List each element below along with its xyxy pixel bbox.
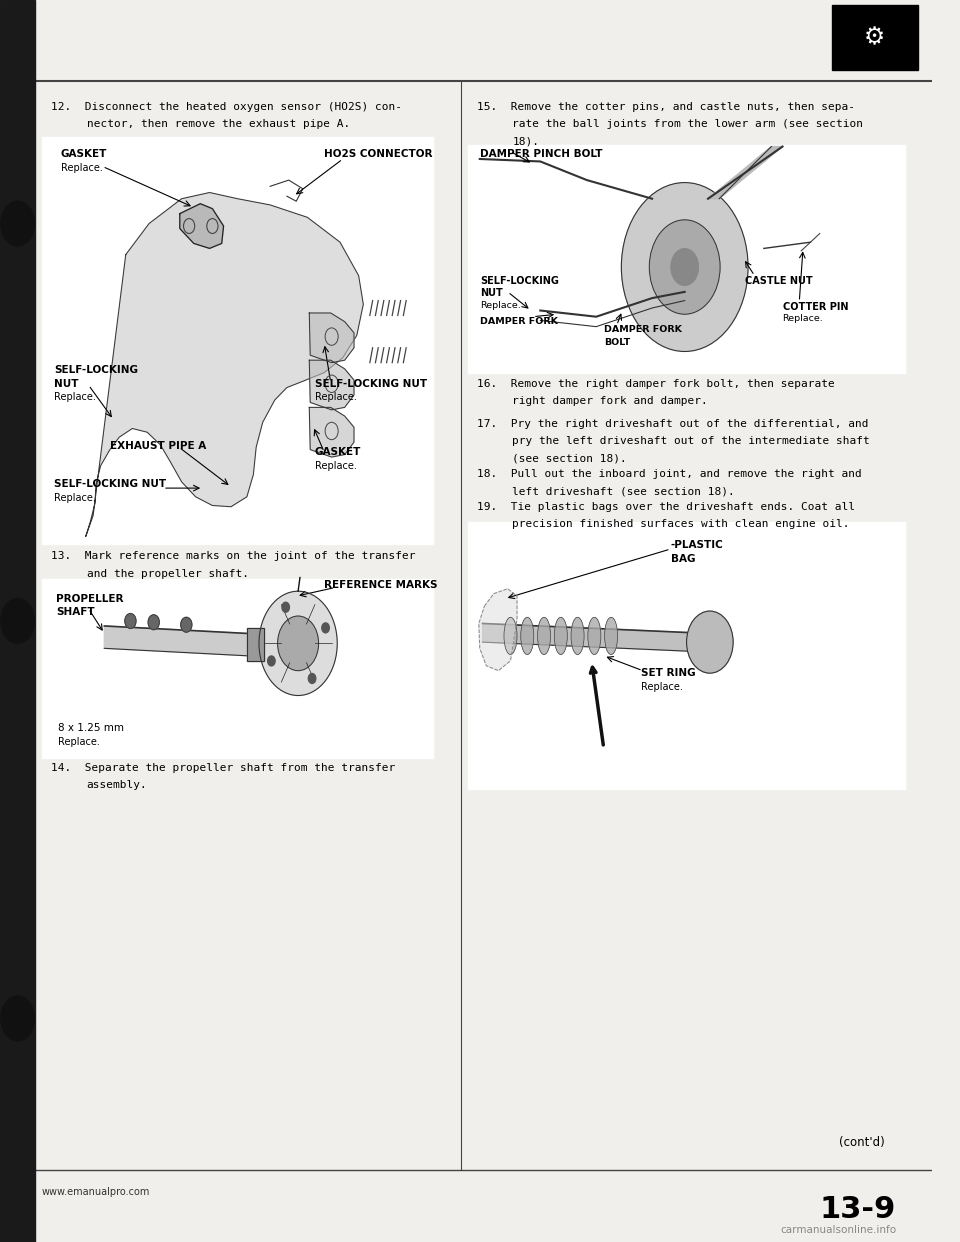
Circle shape [259, 591, 337, 696]
Text: pry the left driveshaft out of the intermediate shaft: pry the left driveshaft out of the inter… [513, 436, 870, 446]
Ellipse shape [588, 617, 601, 655]
Text: ⚙: ⚙ [864, 25, 885, 50]
Text: COTTER PIN: COTTER PIN [782, 302, 848, 312]
Text: Replace.: Replace. [315, 461, 357, 471]
Text: Replace.: Replace. [315, 392, 357, 402]
Text: left driveshaft (see section 18).: left driveshaft (see section 18). [513, 487, 735, 497]
Text: (see section 18).: (see section 18). [513, 453, 627, 463]
Polygon shape [479, 589, 517, 671]
Text: 16.  Remove the right damper fork bolt, then separate: 16. Remove the right damper fork bolt, t… [477, 379, 834, 389]
Text: REFERENCE MARKS: REFERENCE MARKS [324, 580, 438, 590]
Text: HO2S CONNECTOR: HO2S CONNECTOR [324, 149, 433, 159]
Bar [42, 579, 433, 758]
Polygon shape [708, 147, 782, 199]
Ellipse shape [520, 617, 534, 655]
Text: Replace.: Replace. [641, 682, 683, 692]
Text: SHAFT: SHAFT [56, 607, 94, 617]
Text: DAMPER FORK: DAMPER FORK [604, 325, 682, 334]
Circle shape [268, 656, 276, 666]
Bar [247, 628, 264, 661]
Circle shape [621, 183, 748, 351]
Text: BOLT: BOLT [604, 338, 630, 347]
Ellipse shape [504, 617, 517, 655]
Circle shape [671, 248, 699, 286]
Text: SELF-LOCKING: SELF-LOCKING [54, 365, 138, 375]
Text: 19.  Tie plastic bags over the driveshaft ends. Coat all: 19. Tie plastic bags over the driveshaft… [477, 502, 855, 512]
Text: 8 x 1.25 mm: 8 x 1.25 mm [58, 723, 124, 733]
Circle shape [125, 614, 136, 628]
Text: SELF-LOCKING NUT: SELF-LOCKING NUT [315, 379, 427, 389]
Text: 18).: 18). [513, 137, 540, 147]
Polygon shape [309, 407, 354, 457]
Polygon shape [309, 360, 354, 410]
Text: right damper fork and damper.: right damper fork and damper. [513, 396, 708, 406]
Circle shape [277, 616, 319, 671]
Ellipse shape [571, 617, 584, 655]
Bar [468, 522, 905, 789]
Text: -PLASTIC: -PLASTIC [671, 540, 724, 550]
Ellipse shape [554, 617, 567, 655]
Bar [468, 145, 905, 373]
Polygon shape [105, 626, 247, 656]
Circle shape [1, 201, 35, 246]
Text: (cont'd): (cont'd) [839, 1136, 884, 1149]
Text: and the propeller shaft.: and the propeller shaft. [86, 569, 249, 579]
Text: 15.  Remove the cotter pins, and castle nuts, then sepa-: 15. Remove the cotter pins, and castle n… [477, 102, 855, 112]
Text: SELF-LOCKING NUT: SELF-LOCKING NUT [54, 479, 166, 489]
Circle shape [148, 615, 159, 630]
Circle shape [180, 617, 192, 632]
Text: PROPELLER: PROPELLER [56, 594, 124, 604]
Text: carmanualsonline.info: carmanualsonline.info [780, 1225, 897, 1235]
Text: 12.  Disconnect the heated oxygen sensor (HO2S) con-: 12. Disconnect the heated oxygen sensor … [51, 102, 402, 112]
Bar [0, 0, 36, 1242]
Text: NUT: NUT [54, 379, 79, 389]
Text: Replace.: Replace. [782, 314, 824, 323]
Text: 14.  Separate the propeller shaft from the transfer: 14. Separate the propeller shaft from th… [51, 763, 396, 773]
Text: Replace.: Replace. [480, 301, 520, 309]
Text: nector, then remove the exhaust pipe A.: nector, then remove the exhaust pipe A. [86, 119, 349, 129]
Text: DAMPER FORK: DAMPER FORK [480, 317, 558, 325]
Text: www.emanualpro.com: www.emanualpro.com [42, 1187, 151, 1197]
Ellipse shape [605, 617, 617, 655]
Bar [42, 137, 433, 544]
Circle shape [282, 602, 289, 612]
Circle shape [686, 611, 733, 673]
Text: CASTLE NUT: CASTLE NUT [745, 276, 813, 286]
Text: precision finished surfaces with clean engine oil.: precision finished surfaces with clean e… [513, 519, 850, 529]
Text: BAG: BAG [671, 554, 695, 564]
Text: GASKET: GASKET [315, 447, 361, 457]
Text: 17.  Pry the right driveshaft out of the differential, and: 17. Pry the right driveshaft out of the … [477, 419, 869, 428]
Text: Replace.: Replace. [58, 737, 100, 746]
Ellipse shape [538, 617, 550, 655]
Circle shape [322, 623, 329, 633]
Bar [832, 5, 918, 70]
Text: 13.  Mark reference marks on the joint of the transfer: 13. Mark reference marks on the joint of… [51, 551, 416, 561]
Text: Replace.: Replace. [54, 392, 96, 402]
Circle shape [1, 599, 35, 643]
Polygon shape [180, 204, 224, 248]
Text: SET RING: SET RING [641, 668, 696, 678]
Text: assembly.: assembly. [86, 780, 148, 790]
Text: rate the ball joints from the lower arm (see section: rate the ball joints from the lower arm … [513, 119, 863, 129]
Text: Replace.: Replace. [54, 493, 96, 503]
Circle shape [649, 220, 720, 314]
Text: DAMPER PINCH BOLT: DAMPER PINCH BOLT [480, 149, 602, 159]
Bar [247, 628, 264, 661]
Text: Replace.: Replace. [60, 163, 103, 173]
Polygon shape [85, 193, 363, 537]
Circle shape [308, 673, 316, 683]
Text: NUT: NUT [480, 288, 502, 298]
Polygon shape [483, 623, 708, 652]
Text: 13-9: 13-9 [820, 1195, 897, 1223]
Text: SELF-LOCKING: SELF-LOCKING [480, 276, 559, 286]
Circle shape [1, 996, 35, 1041]
Polygon shape [309, 313, 354, 363]
Text: GASKET: GASKET [60, 149, 107, 159]
Text: EXHAUST PIPE A: EXHAUST PIPE A [110, 441, 206, 451]
Text: 18.  Pull out the inboard joint, and remove the right and: 18. Pull out the inboard joint, and remo… [477, 469, 862, 479]
